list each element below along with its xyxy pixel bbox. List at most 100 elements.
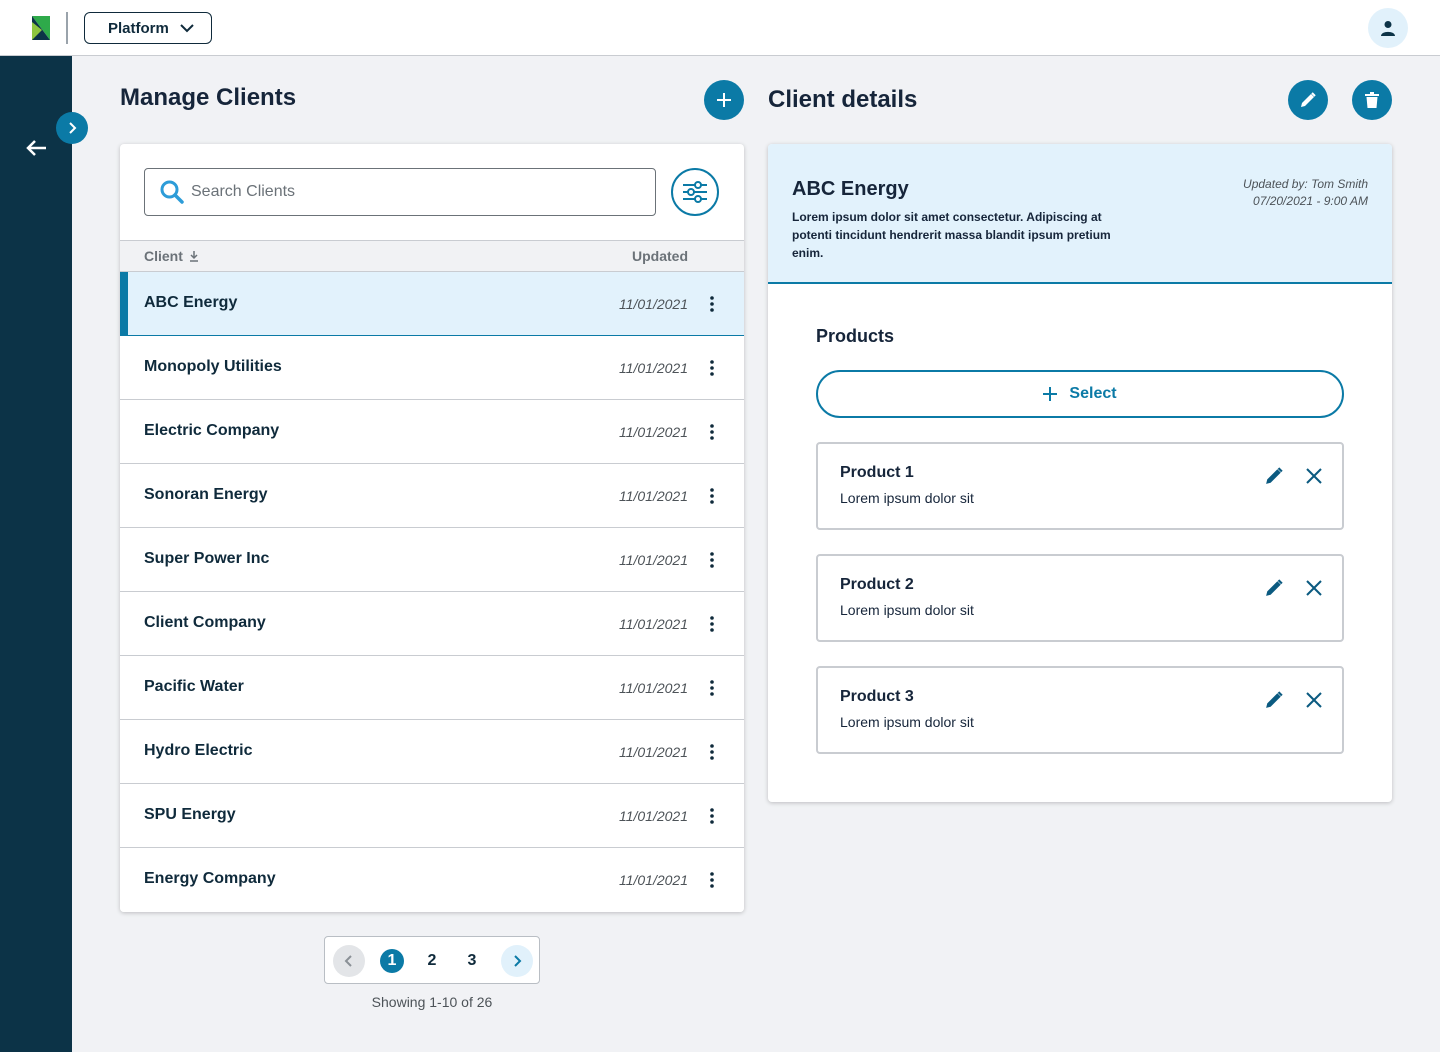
add-client-button[interactable] (704, 80, 744, 120)
page-button-1[interactable]: 1 (380, 949, 404, 973)
sort-down-icon (189, 251, 198, 262)
client-updated-date: 11/01/2021 (618, 744, 688, 760)
table-row[interactable]: Energy Company 11/01/2021 (120, 848, 744, 912)
table-row[interactable]: Electric Company 11/01/2021 (120, 400, 744, 464)
chevron-down-icon (180, 24, 194, 33)
product-card: Product 3 Lorem ipsum dolor sit (816, 666, 1344, 754)
client-name: Energy Company (144, 870, 276, 887)
platform-dropdown-label: Platform (108, 19, 169, 37)
previous-page-button[interactable] (333, 945, 365, 977)
details-title: Client details (768, 86, 918, 113)
edit-client-button[interactable] (1288, 80, 1328, 120)
expand-nav-button[interactable] (56, 112, 88, 144)
arrow-left-icon[interactable] (24, 136, 48, 160)
product-name: Product 1 (840, 464, 914, 481)
client-name: Monopoly Utilities (144, 358, 282, 375)
pagination-summary: Showing 1-10 of 26 (371, 994, 493, 1010)
row-menu-button[interactable] (702, 548, 722, 572)
page-title: Manage Clients (120, 84, 297, 111)
client-update-meta: Updated by: Tom Smith 07/20/2021 - 9:00 … (1243, 176, 1368, 210)
select-product-button[interactable]: Select (816, 370, 1344, 418)
search-icon (160, 180, 184, 204)
client-updated-date: 11/01/2021 (618, 616, 688, 632)
row-menu-button[interactable] (702, 740, 722, 764)
edit-product-button[interactable] (1262, 464, 1286, 488)
table-row[interactable]: ABC Energy 11/01/2021 (120, 272, 744, 336)
chevron-left-icon (344, 955, 352, 967)
table-row[interactable]: Monopoly Utilities 11/01/2021 (120, 336, 744, 400)
table-row[interactable]: Client Company 11/01/2021 (120, 592, 744, 656)
client-name: ABC Energy (144, 294, 238, 311)
top-bar: Platform (0, 0, 1440, 56)
product-card: Product 2 Lorem ipsum dolor sit (816, 554, 1344, 642)
pencil-icon (1266, 579, 1283, 596)
remove-product-button[interactable] (1302, 688, 1326, 712)
trash-icon (1365, 92, 1379, 108)
updated-at: 07/20/2021 - 9:00 AM (1253, 194, 1368, 208)
client-list-card: Client Updated ABC Energy 11/01/2021 Mon… (120, 144, 744, 912)
user-avatar-button[interactable] (1368, 8, 1408, 48)
remove-product-button[interactable] (1302, 464, 1326, 488)
more-vertical-icon (710, 680, 714, 696)
client-summary: ABC Energy Lorem ipsum dolor sit amet co… (768, 144, 1392, 284)
filter-button[interactable] (671, 168, 719, 216)
page-button-2[interactable]: 2 (427, 952, 437, 969)
remove-product-button[interactable] (1302, 576, 1326, 600)
pencil-icon (1301, 92, 1316, 107)
next-page-button[interactable] (501, 945, 533, 977)
column-header-client[interactable]: Client (144, 248, 199, 264)
more-vertical-icon (710, 808, 714, 824)
pagination: 1 2 3 (324, 936, 540, 984)
page-button-3[interactable]: 3 (467, 952, 477, 969)
close-icon (1306, 468, 1322, 484)
row-menu-button[interactable] (702, 676, 722, 700)
table-row[interactable]: Pacific Water 11/01/2021 (120, 656, 744, 720)
client-name: Electric Company (144, 422, 280, 439)
row-menu-button[interactable] (702, 612, 722, 636)
more-vertical-icon (710, 552, 714, 568)
table-row[interactable]: Sonoran Energy 11/01/2021 (120, 464, 744, 528)
user-icon (1381, 21, 1395, 36)
table-row[interactable]: Super Power Inc 11/01/2021 (120, 528, 744, 592)
more-vertical-icon (710, 872, 714, 888)
edit-product-button[interactable] (1262, 688, 1286, 712)
plus-icon (1043, 387, 1058, 401)
more-vertical-icon (710, 744, 714, 760)
plus-icon (717, 93, 731, 107)
row-menu-button[interactable] (702, 356, 722, 380)
row-menu-button[interactable] (702, 292, 722, 316)
client-description: Lorem ipsum dolor sit amet consectetur. … (792, 210, 1111, 260)
more-vertical-icon (710, 488, 714, 504)
client-updated-date: 11/01/2021 (618, 872, 688, 888)
sliders-icon (683, 181, 707, 203)
client-updated-date: 11/01/2021 (618, 680, 688, 696)
client-updated-date: 11/01/2021 (618, 360, 688, 376)
client-details-card: ABC Energy Lorem ipsum dolor sit amet co… (768, 144, 1392, 802)
more-vertical-icon (710, 424, 714, 440)
client-updated-date: 11/01/2021 (618, 488, 688, 504)
table-row[interactable]: SPU Energy 11/01/2021 (120, 784, 744, 848)
platform-dropdown[interactable]: Platform (84, 12, 212, 44)
updated-by: Updated by: Tom Smith (1243, 177, 1368, 191)
edit-product-button[interactable] (1262, 576, 1286, 600)
product-description: Lorem ipsum dolor sit (840, 714, 974, 730)
delete-client-button[interactable] (1352, 80, 1392, 120)
search-field[interactable] (144, 168, 656, 216)
row-menu-button[interactable] (702, 804, 722, 828)
more-vertical-icon (710, 360, 714, 376)
pencil-icon (1266, 691, 1283, 708)
column-header-client-label: Client (144, 248, 183, 264)
client-name-heading: ABC Energy (792, 178, 909, 200)
table-row[interactable]: Hydro Electric 11/01/2021 (120, 720, 744, 784)
row-menu-button[interactable] (702, 484, 722, 508)
row-menu-button[interactable] (702, 420, 722, 444)
column-header-updated: Updated (632, 248, 688, 264)
row-menu-button[interactable] (702, 868, 722, 892)
client-list: ABC Energy 11/01/2021 Monopoly Utilities… (120, 272, 744, 912)
search-input[interactable] (191, 169, 641, 215)
product-card: Product 1 Lorem ipsum dolor sit (816, 442, 1344, 530)
more-vertical-icon (710, 296, 714, 312)
client-name: Client Company (144, 614, 266, 631)
side-nav (0, 56, 72, 1052)
client-updated-date: 11/01/2021 (618, 808, 688, 824)
